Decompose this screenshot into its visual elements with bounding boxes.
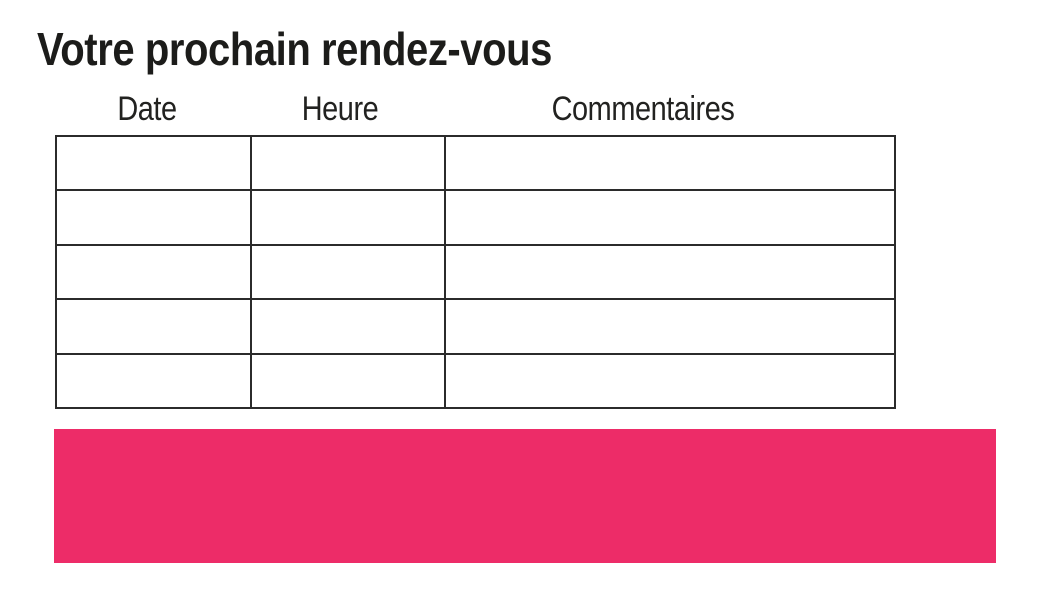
appointments-table (55, 134, 896, 409)
table-cell (55, 134, 252, 192)
table-row (55, 352, 896, 409)
table-cell (250, 189, 446, 246)
table-row (55, 298, 896, 355)
table-cell (444, 243, 896, 301)
table-cell (55, 243, 252, 301)
table-cell (250, 243, 446, 301)
column-header-commentaires: Commentaires (551, 90, 735, 128)
table-cell (250, 298, 446, 355)
table-cell (55, 189, 252, 246)
column-header-date: Date (117, 90, 177, 128)
table-cell (55, 298, 252, 355)
table-cell (444, 352, 896, 409)
table-cell (250, 134, 446, 192)
table-row (55, 134, 896, 192)
page-title: Votre prochain rendez-vous (37, 23, 552, 75)
table-cell (444, 134, 896, 192)
table-cell (444, 298, 896, 355)
table-row (55, 189, 896, 246)
column-header-heure: Heure (301, 90, 379, 128)
table-row (55, 243, 896, 301)
table-cell (250, 352, 446, 409)
pink-banner (54, 429, 996, 563)
table-cell (55, 352, 252, 409)
table-cell (444, 189, 896, 246)
